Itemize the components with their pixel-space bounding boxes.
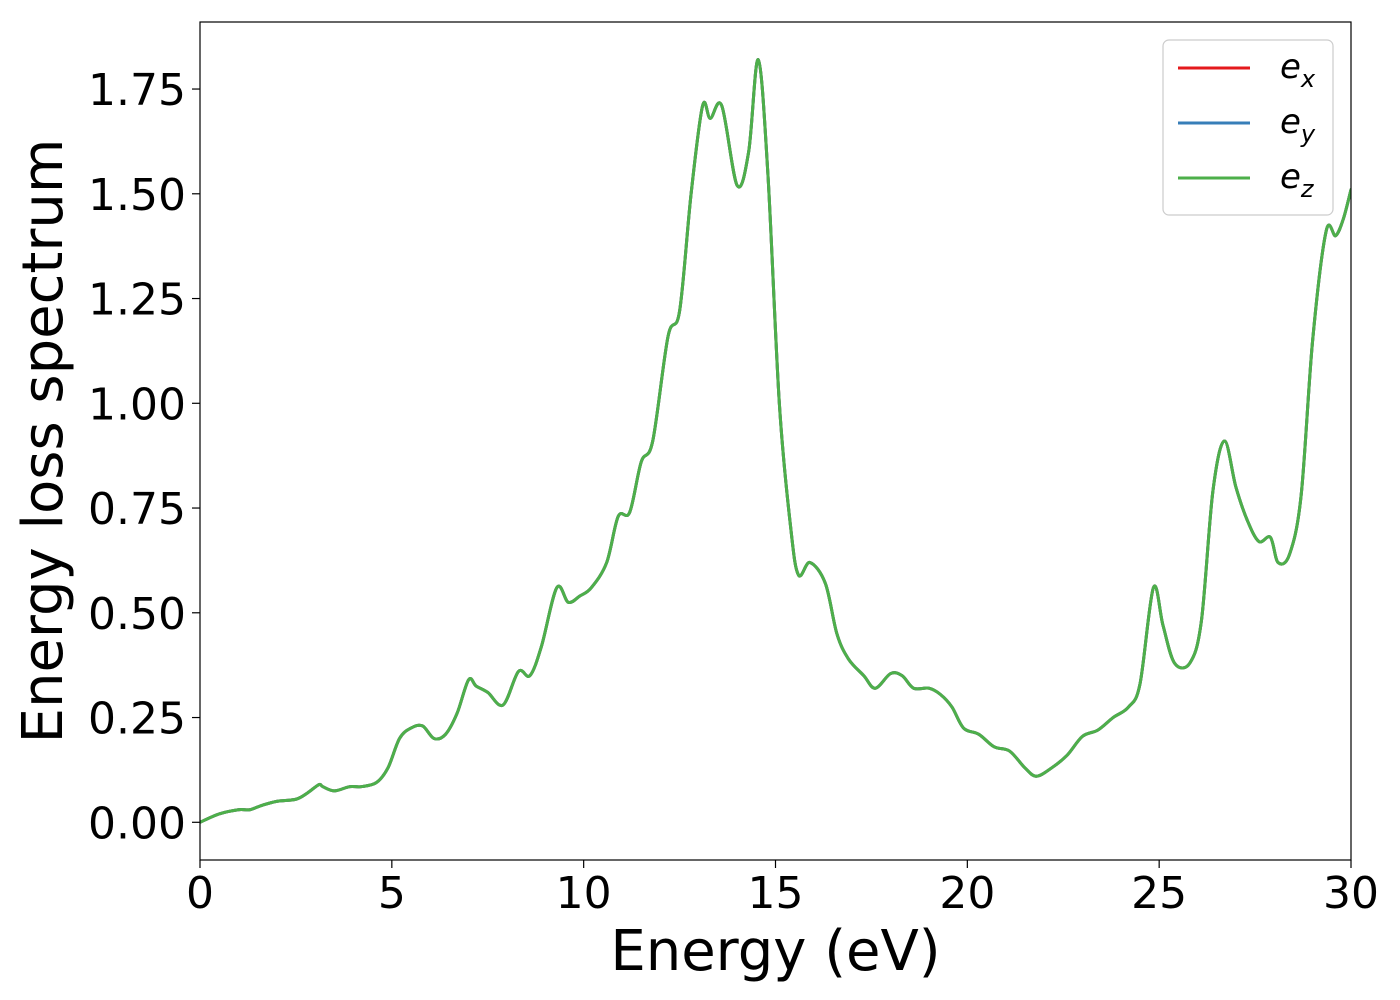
y-tick-label: 1.25 bbox=[88, 275, 186, 326]
x-tick-label: 10 bbox=[556, 868, 612, 919]
x-tick-label: 0 bbox=[186, 868, 214, 919]
x-tick-label: 15 bbox=[748, 868, 804, 919]
legend-label-e-z: ez bbox=[1280, 157, 1315, 203]
x-tick-label: 30 bbox=[1323, 868, 1379, 919]
y-tick-label: 0.50 bbox=[88, 589, 186, 640]
x-axis-ticks: 0 5 10 15 20 25 30 bbox=[186, 860, 1379, 919]
legend-label-e-x: ex bbox=[1280, 47, 1316, 93]
legend: ex ey ez bbox=[1162, 39, 1334, 216]
x-axis-title: Energy (eV) bbox=[610, 919, 940, 984]
y-tick-label: 1.75 bbox=[88, 65, 186, 116]
y-tick-label: 1.00 bbox=[88, 379, 186, 430]
y-tick-label: 0.75 bbox=[88, 484, 186, 535]
x-tick-label: 20 bbox=[939, 868, 995, 919]
y-axis-ticks: 0.00 0.25 0.50 0.75 1.00 1.25 1.50 1.75 bbox=[88, 65, 200, 849]
x-tick-label: 5 bbox=[378, 868, 406, 919]
legend-box bbox=[1162, 39, 1334, 216]
y-axis-title: Energy loss spectrum bbox=[11, 139, 76, 744]
y-tick-label: 1.50 bbox=[88, 170, 186, 221]
legend-label-e-y: ey bbox=[1280, 102, 1316, 148]
y-tick-label: 0.00 bbox=[88, 798, 186, 849]
y-tick-label: 0.25 bbox=[88, 694, 186, 745]
series-line-e-z bbox=[200, 58, 1351, 824]
x-tick-label: 25 bbox=[1131, 868, 1187, 919]
series-lines bbox=[200, 58, 1351, 824]
